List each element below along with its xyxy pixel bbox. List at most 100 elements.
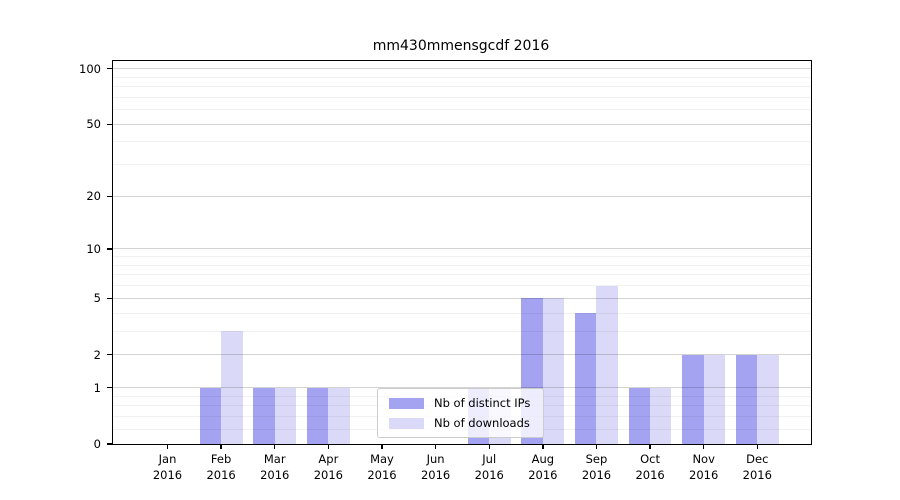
x-tick-month: Jun bbox=[426, 452, 445, 466]
y-tick-label: 1 bbox=[93, 380, 101, 395]
x-tick-mark bbox=[756, 444, 758, 449]
x-tick-year: 2016 bbox=[581, 468, 612, 482]
x-tick-mark bbox=[542, 444, 544, 449]
x-tick-mark bbox=[327, 444, 330, 449]
bar-dec-downloads bbox=[757, 354, 779, 444]
x-tick-year: 2016 bbox=[260, 468, 290, 482]
bar-oct-distinct-ips bbox=[628, 387, 651, 444]
x-tick-month: Aug bbox=[531, 452, 555, 466]
bar-nov-downloads bbox=[703, 354, 726, 444]
x-tick-mark bbox=[220, 444, 222, 449]
y-tick-label: 0 bbox=[93, 437, 101, 451]
x-tick-month: Sep bbox=[585, 452, 608, 466]
x-tick-mark bbox=[488, 444, 490, 449]
bar-sep-downloads bbox=[596, 285, 618, 444]
y-tick-mark bbox=[107, 67, 112, 70]
x-tick-label: Mar 2016 bbox=[243, 451, 307, 483]
y-tick-mark bbox=[107, 248, 112, 250]
x-tick-year: 2016 bbox=[528, 468, 558, 482]
x-tick-month: Nov bbox=[692, 452, 715, 466]
minor-gridline bbox=[113, 96, 811, 98]
y-tick-label: 20 bbox=[86, 189, 101, 204]
bar-mar-distinct-ips bbox=[253, 387, 275, 444]
x-tick-month: May bbox=[370, 452, 394, 466]
x-tick-label: Sep 2016 bbox=[564, 451, 628, 483]
major-gridline bbox=[113, 248, 811, 250]
x-tick-label: Aug 2016 bbox=[511, 451, 575, 483]
major-gridline bbox=[113, 387, 811, 389]
x-tick-mark bbox=[434, 444, 437, 449]
minor-gridline bbox=[113, 141, 811, 143]
y-tick-mark bbox=[107, 353, 112, 356]
major-gridline bbox=[113, 297, 811, 299]
minor-gridline bbox=[113, 285, 811, 287]
bar-feb-downloads bbox=[221, 331, 243, 444]
x-tick-month: Mar bbox=[263, 452, 286, 466]
legend: Nb of distinct IPs Nb of downloads bbox=[377, 388, 544, 438]
x-tick-month: Feb bbox=[210, 452, 232, 466]
x-tick-month: Jul bbox=[482, 452, 497, 466]
minor-gridline bbox=[113, 330, 811, 332]
minor-gridline bbox=[113, 76, 811, 78]
x-tick-year: 2016 bbox=[742, 468, 772, 482]
x-tick-year: 2016 bbox=[313, 468, 343, 482]
legend-row: Nb of distinct IPs bbox=[389, 395, 543, 410]
minor-gridline bbox=[113, 264, 811, 266]
minor-gridline bbox=[113, 109, 811, 111]
minor-gridline bbox=[113, 86, 811, 88]
major-gridline bbox=[113, 123, 811, 125]
y-tick-label: 50 bbox=[86, 117, 101, 132]
y-tick-mark bbox=[107, 123, 112, 125]
bar-sep-distinct-ips bbox=[575, 313, 597, 444]
x-tick-label: May 2016 bbox=[350, 451, 414, 483]
bar-apr-downloads bbox=[328, 387, 350, 444]
y-tick-mark bbox=[107, 195, 112, 198]
bar-aug-downloads bbox=[542, 298, 565, 444]
x-tick-mark bbox=[703, 444, 705, 449]
chart-title: mm430mmensgcdf 2016 bbox=[372, 38, 550, 54]
x-tick-year: 2016 bbox=[152, 468, 183, 482]
x-tick-year: 2016 bbox=[689, 468, 719, 482]
x-tick-year: 2016 bbox=[474, 468, 504, 482]
x-tick-label: Jan 2016 bbox=[136, 451, 200, 483]
x-tick-year: 2016 bbox=[367, 468, 397, 482]
bar-oct-downloads bbox=[650, 387, 672, 444]
x-tick-label: Apr 2016 bbox=[296, 451, 360, 483]
y-tick-label: 2 bbox=[93, 347, 101, 362]
x-tick-label: Feb 2016 bbox=[189, 451, 253, 483]
legend-label: Nb of downloads bbox=[434, 415, 530, 430]
minor-gridline bbox=[113, 256, 811, 258]
bar-nov-distinct-ips bbox=[682, 354, 704, 444]
x-tick-year: 2016 bbox=[420, 468, 451, 482]
x-tick-mark bbox=[595, 444, 598, 449]
major-gridline bbox=[113, 354, 811, 356]
x-tick-month: Dec bbox=[746, 452, 769, 466]
bar-feb-distinct-ips bbox=[199, 387, 222, 444]
x-tick-month: Apr bbox=[318, 452, 339, 466]
x-tick-year: 2016 bbox=[635, 468, 665, 482]
x-tick-label: Dec 2016 bbox=[725, 451, 789, 483]
x-tick-label: Jul 2016 bbox=[457, 451, 521, 483]
bar-mar-downloads bbox=[274, 387, 297, 444]
y-tick-mark bbox=[107, 297, 112, 299]
x-tick-month: Oct bbox=[640, 452, 661, 466]
x-tick-mark bbox=[649, 444, 651, 449]
x-tick-mark bbox=[381, 444, 383, 449]
y-tick-mark bbox=[107, 443, 112, 445]
y-tick-label: 10 bbox=[86, 241, 101, 256]
legend-label: Nb of distinct IPs bbox=[434, 395, 531, 410]
x-tick-year: 2016 bbox=[206, 468, 236, 482]
minor-gridline bbox=[113, 274, 811, 276]
major-gridline bbox=[113, 68, 811, 70]
x-tick-month: Jan bbox=[158, 452, 177, 466]
legend-swatch-downloads bbox=[389, 417, 424, 429]
minor-gridline bbox=[113, 164, 811, 166]
y-tick-label: 5 bbox=[93, 291, 101, 306]
bar-apr-distinct-ips bbox=[306, 387, 329, 444]
legend-row: Nb of downloads bbox=[389, 415, 543, 430]
legend-swatch-distinct-ips bbox=[389, 397, 424, 409]
y-tick-label: 100 bbox=[79, 61, 101, 76]
y-tick-mark bbox=[107, 386, 112, 389]
x-tick-mark bbox=[274, 444, 276, 449]
